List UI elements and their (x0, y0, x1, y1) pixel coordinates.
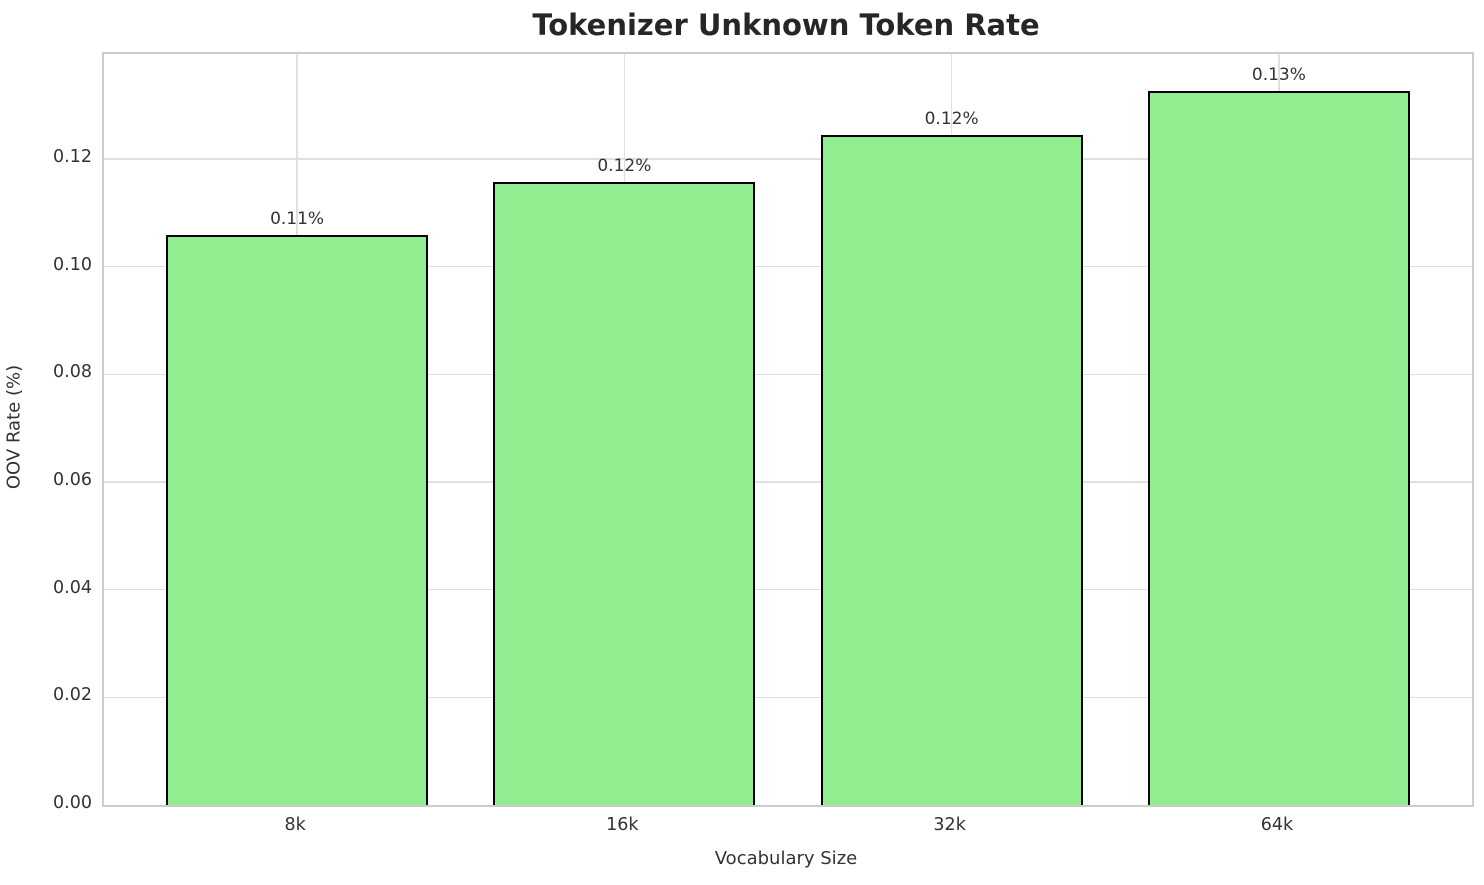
y-axis-label: OOV Rate (%) (3, 364, 25, 490)
y-tick-label: 0.06 (53, 469, 92, 490)
bar-value-label: 0.12% (924, 108, 979, 129)
bar-value-label: 0.13% (1251, 65, 1306, 86)
y-tick-label: 0.12 (53, 146, 92, 167)
h-gridline (104, 373, 1472, 376)
bar-16k (493, 182, 756, 805)
y-tick-label: 0.02 (53, 685, 92, 706)
h-gridline (104, 481, 1472, 483)
h-gridline (104, 158, 1472, 160)
x-tick-label-32k: 32k (933, 815, 966, 835)
plot-area: 0.11% 0.12% 0.12% 0.13% (102, 52, 1474, 807)
bar-64k (1148, 91, 1410, 805)
y-tick-label: 0.08 (53, 362, 92, 383)
x-axis-label: Vocabulary Size (714, 848, 858, 869)
y-tick-label: 0.04 (53, 577, 92, 598)
y-tick-label: 0.10 (53, 254, 92, 275)
bar-32k (820, 134, 1083, 805)
x-tick-label-8k: 8k (284, 815, 306, 835)
x-tick-label-64k: 64k (1260, 815, 1294, 835)
bar-value-label: 0.11% (270, 208, 325, 229)
chart-title: Tokenizer Unknown Token Rate (532, 8, 1040, 42)
bar-value-label: 0.12% (597, 156, 652, 177)
bar-8k (166, 234, 428, 805)
y-tick-label: 0.00 (53, 793, 92, 813)
h-gridline (104, 265, 1472, 268)
h-gridline (104, 696, 1472, 699)
h-gridline (104, 588, 1472, 591)
x-tick-label-16k: 16k (606, 815, 639, 835)
